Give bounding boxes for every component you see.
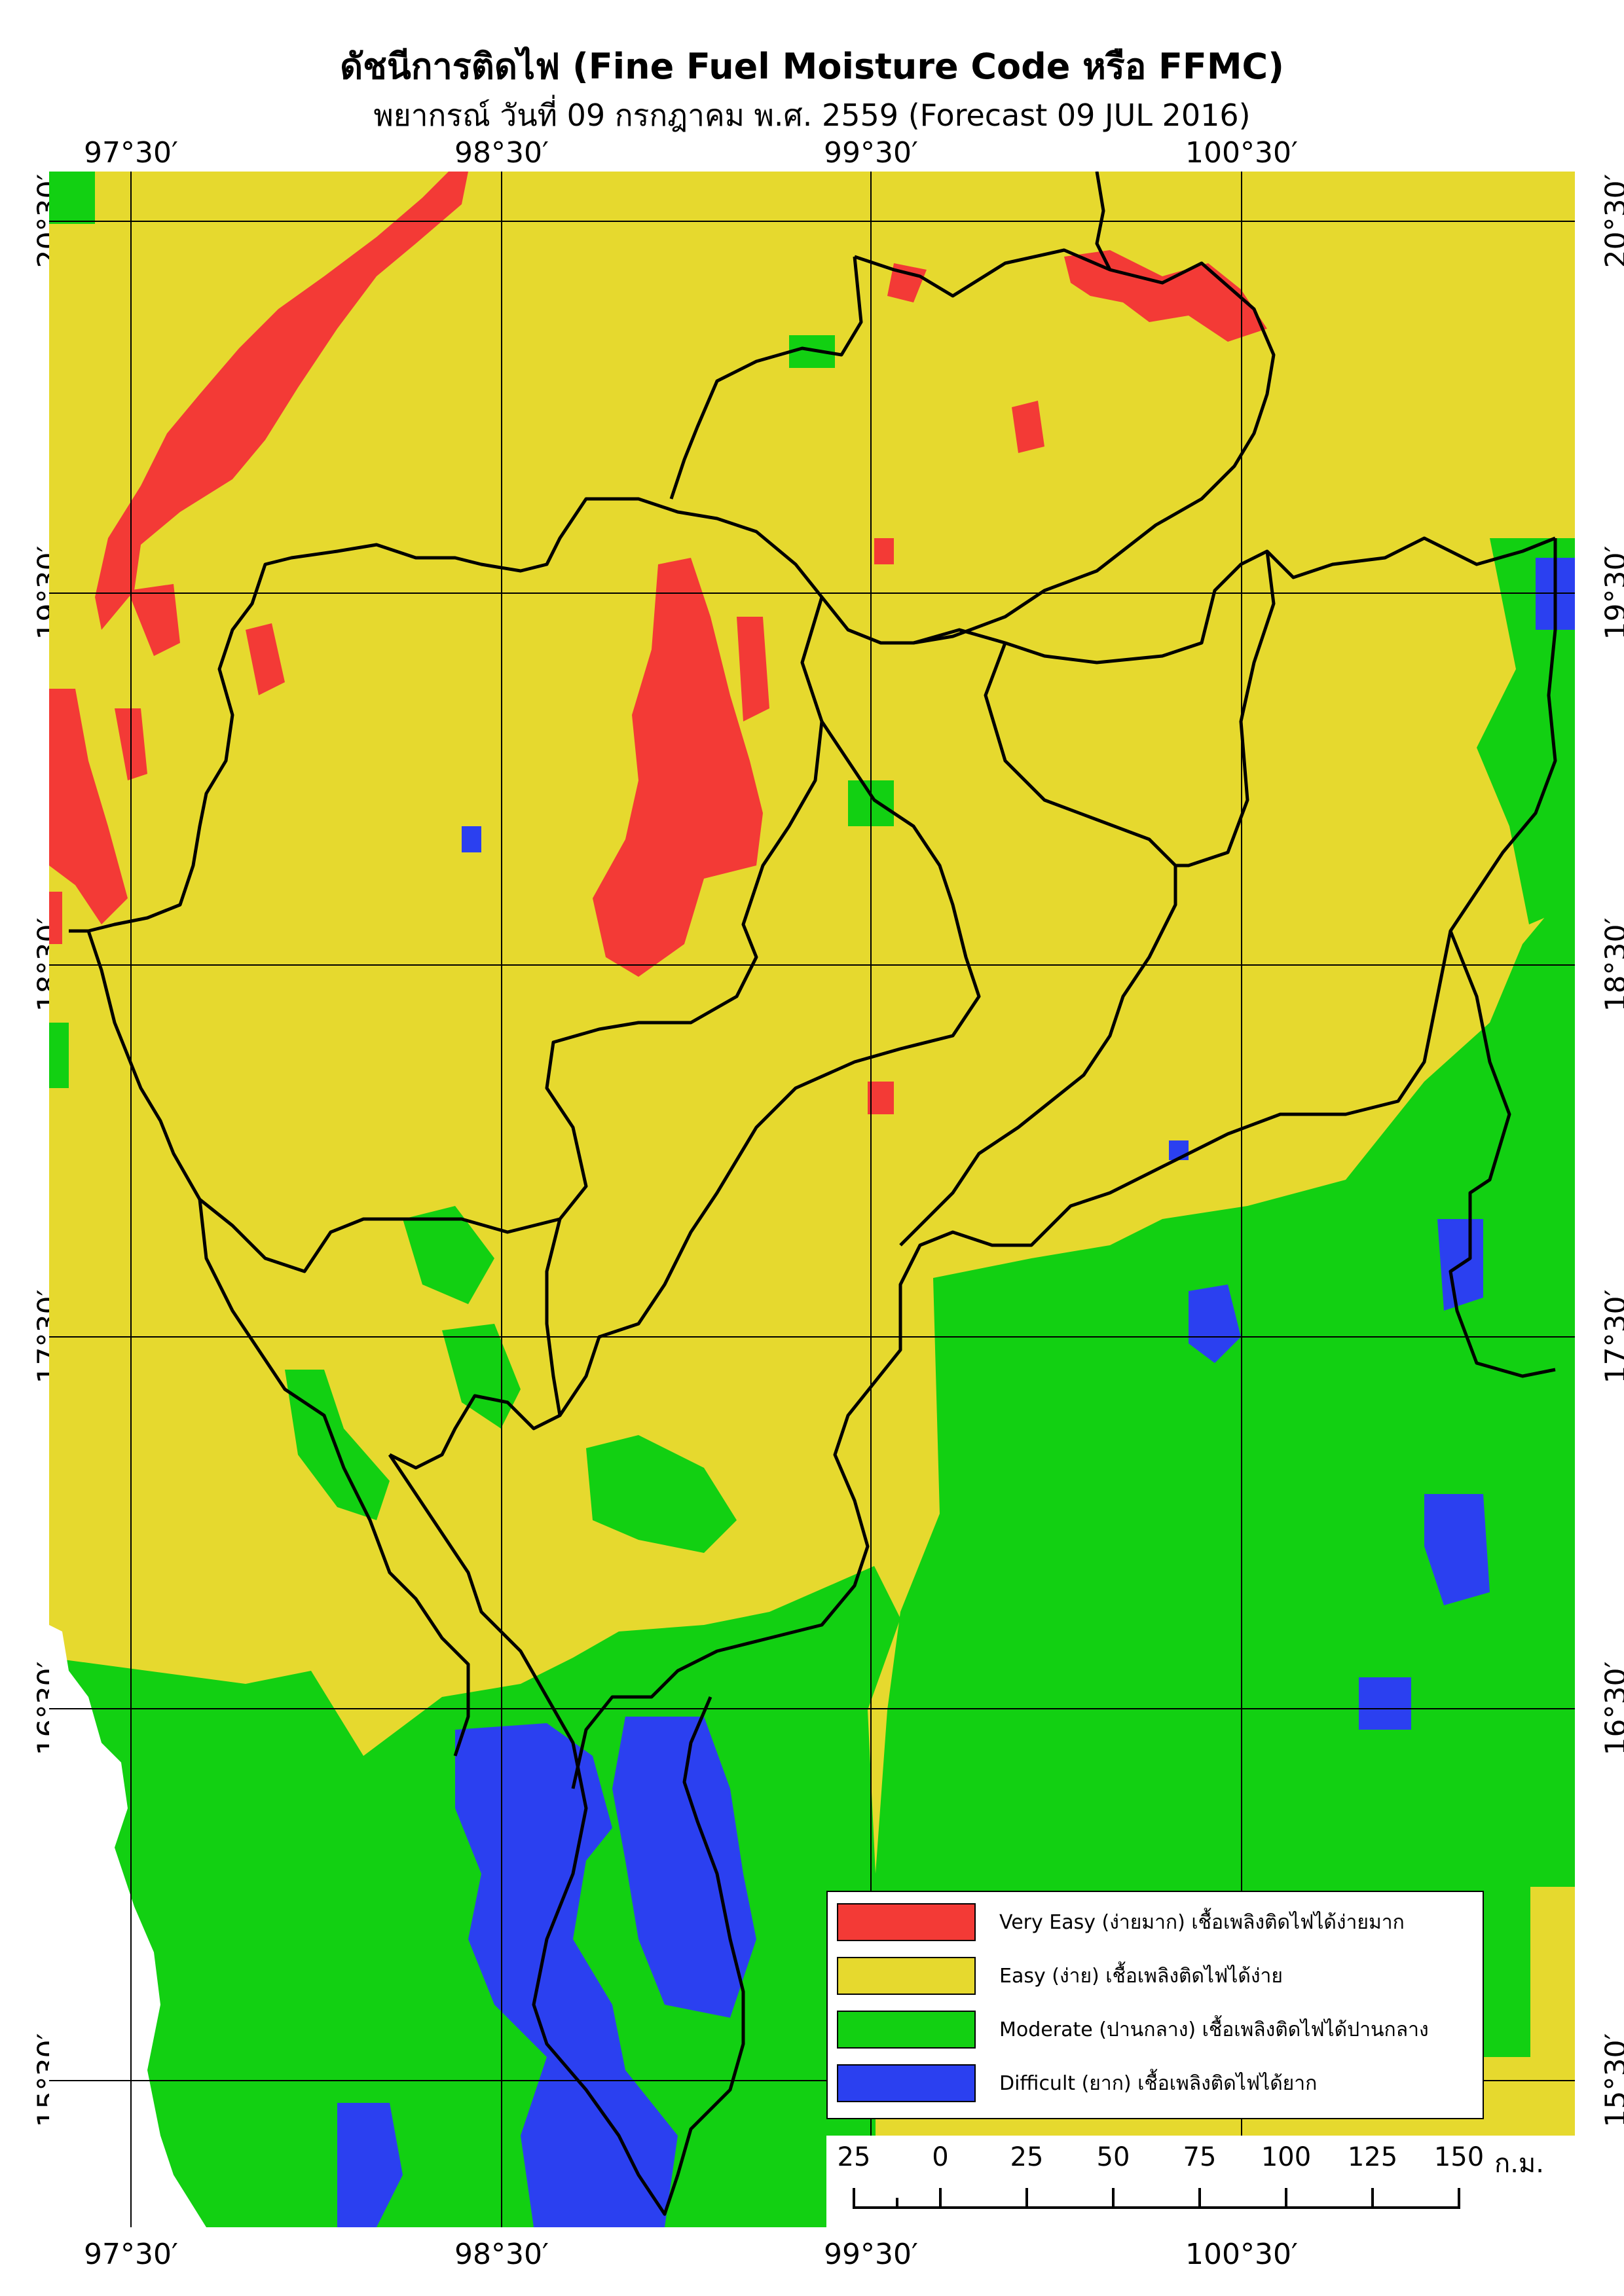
scale-bar: 25 0 25 50 75 100 125 150 ก.ม.	[826, 2136, 1579, 2232]
legend-label-difficult: Difficult (ยาก) เชื้อเพลิงติดไฟได้ยาก	[999, 2071, 1318, 2095]
legend-item-moderate: Moderate (ปานกลาง) เชื้อเพลิงติดไฟได้ปาน…	[837, 2009, 1429, 2050]
legend-label-very-easy: Very Easy (ง่ายมาก) เชื้อเพลิงติดไฟได้ง่…	[999, 1910, 1405, 1934]
lat-label-right-1: 20°30′	[1599, 173, 1624, 268]
map-title: ดัชนีการติดไฟ (Fine Fuel Moisture Code ห…	[340, 46, 1284, 87]
province-boundaries	[69, 172, 1557, 2216]
ffmc-map-layers	[49, 172, 1575, 2227]
scale-label: 50	[1096, 2142, 1130, 2172]
scale-label: 25	[1010, 2142, 1044, 2172]
graticule	[49, 172, 1575, 2227]
scale-ruler	[853, 2188, 1460, 2209]
lon-label-bottom-1: 97°30′	[84, 2238, 178, 2271]
scale-label: 75	[1183, 2142, 1217, 2172]
legend-swatch-difficult	[837, 2064, 976, 2102]
legend-swatch-easy	[837, 1957, 976, 1995]
legend-item-easy: Easy (ง่าย) เชื้อเพลิงติดไฟได้ง่าย	[837, 1955, 1283, 1997]
scale-label: 0	[932, 2142, 949, 2172]
legend-item-difficult: Difficult (ยาก) เชื้อเพลิงติดไฟได้ยาก	[837, 2062, 1317, 2104]
legend-label-moderate: Moderate (ปานกลาง) เชื้อเพลิงติดไฟได้ปาน…	[999, 2018, 1429, 2041]
legend-item-very-easy: Very Easy (ง่ายมาก) เชื้อเพลิงติดไฟได้ง่…	[837, 1901, 1405, 1943]
lat-label-right-2: 19°30′	[1599, 545, 1624, 640]
map-legend: Very Easy (ง่ายมาก) เชื้อเพลิงติดไฟได้ง่…	[826, 1891, 1484, 2119]
lon-label-bottom-3: 99°30′	[824, 2238, 918, 2271]
map-subtitle: พยากรณ์ วันที่ 09 กรกฎาคม พ.ศ. 2559 (For…	[373, 98, 1251, 133]
scale-label: 125	[1347, 2142, 1398, 2172]
legend-swatch-moderate	[837, 2011, 976, 2049]
lat-label-right-6: 15°30′	[1599, 2033, 1624, 2128]
lat-label-right-3: 18°30′	[1599, 917, 1624, 1012]
lon-label-top-4: 100°30′	[1185, 136, 1298, 170]
very-easy-zones	[49, 172, 1267, 1114]
legend-label-easy: Easy (ง่าย) เชื้อเพลิงติดไฟได้ง่าย	[999, 1964, 1283, 1988]
lat-label-right-4: 17°30′	[1599, 1289, 1624, 1384]
lon-label-top-2: 98°30′	[454, 136, 549, 170]
scale-label: 25	[837, 2142, 871, 2172]
legend-swatch-very-easy	[837, 1903, 976, 1941]
sea-area	[49, 1625, 206, 2227]
scale-unit: ก.ม.	[1494, 2149, 1545, 2179]
ffmc-map	[49, 172, 1575, 2227]
scale-label: 150	[1433, 2142, 1485, 2172]
lon-label-bottom-4: 100°30′	[1185, 2238, 1298, 2271]
lat-label-right-5: 16°30′	[1599, 1661, 1624, 1756]
lon-label-top-3: 99°30′	[824, 136, 918, 170]
lon-label-top-1: 97°30′	[84, 136, 178, 170]
difficult-zones	[337, 558, 1575, 2227]
lon-label-bottom-2: 98°30′	[454, 2238, 549, 2271]
scale-label: 100	[1261, 2142, 1312, 2172]
